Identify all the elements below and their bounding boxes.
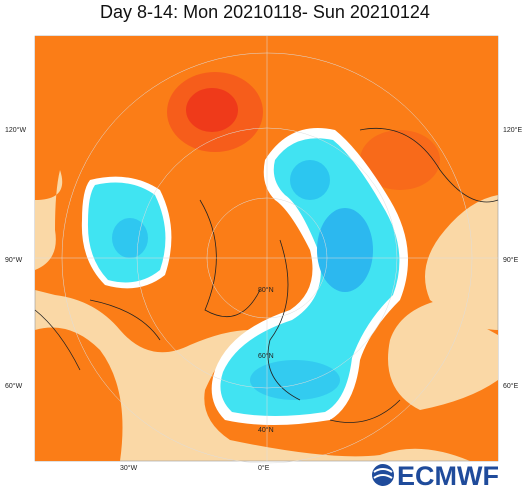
lat-label: 60°N — [258, 352, 274, 360]
lon-label: 30°W — [120, 464, 138, 472]
lon-label: 0°E — [258, 464, 270, 472]
red-anomaly — [186, 88, 238, 132]
lon-label: 90°E — [503, 256, 519, 264]
logo-text: ECMWF — [397, 461, 499, 491]
blue-anomaly — [112, 218, 148, 258]
beige-anomaly — [35, 170, 63, 270]
beige-anomaly — [388, 300, 498, 410]
lat-label: 80°N — [258, 286, 274, 294]
lon-label: 120°W — [5, 126, 26, 134]
logo: ECMWF — [372, 461, 499, 491]
title: Day 8-14: Mon 20210118- Sun 20210124 — [100, 2, 430, 22]
blue-anomaly — [250, 360, 340, 400]
lon-label: 60°E — [503, 382, 519, 390]
lon-label: 60°W — [5, 382, 23, 390]
blue-anomaly — [317, 208, 373, 292]
map — [34, 35, 499, 464]
graticule — [35, 36, 498, 464]
blue-anomaly — [290, 160, 330, 200]
lon-label: 90°W — [5, 256, 23, 264]
logo-icon — [373, 468, 393, 479]
lon-label: 120°E — [503, 126, 522, 134]
lat-label: 40°N — [258, 426, 274, 434]
coastline — [34, 127, 499, 423]
cyan-anomaly — [220, 138, 400, 416]
